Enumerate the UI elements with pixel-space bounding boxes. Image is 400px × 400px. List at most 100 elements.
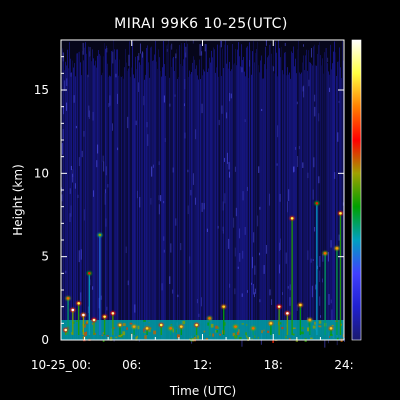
cloud-echo (307, 317, 313, 335)
cloud-echo (178, 324, 184, 335)
boundary-layer-speckle (318, 320, 322, 324)
noise-speckle (342, 202, 344, 206)
cloud-echo (194, 322, 200, 335)
noise-streak (220, 40, 221, 341)
noise-streak (306, 49, 307, 340)
noise-speckle (241, 67, 243, 73)
noise-speckle (334, 172, 336, 179)
noise-speckle (268, 193, 270, 206)
noise-streak (259, 72, 260, 341)
noise-speckle (117, 93, 119, 104)
cloud-echo (297, 302, 303, 335)
noise-streak (340, 67, 341, 340)
noise-speckle (293, 166, 295, 172)
svg-text:5: 5 (41, 250, 49, 264)
noise-streak (250, 50, 251, 341)
noise-streak (248, 77, 249, 340)
noise-speckle (226, 112, 228, 119)
noise-streak (313, 46, 314, 340)
noise-streak (235, 48, 236, 340)
cloud-echo (314, 201, 320, 335)
cloud-echo (102, 314, 108, 335)
noise-speckle (96, 160, 98, 168)
noise-streak (72, 60, 73, 340)
noise-streak (187, 43, 188, 340)
noise-speckle (222, 226, 224, 231)
noise-speckle (192, 173, 194, 185)
noise-speckle (330, 240, 332, 248)
boundary-layer-speckle (215, 329, 217, 333)
boundary-layer-speckle (312, 325, 316, 329)
noise-streak (279, 48, 280, 340)
noise-speckle (92, 111, 94, 121)
boundary-layer-speckle (85, 331, 87, 333)
svg-text:06:: 06: (122, 358, 141, 372)
x-tick: 10-25_00: (31, 40, 91, 372)
noise-speckle (170, 243, 172, 253)
boundary-layer-speckle (102, 332, 106, 334)
noise-streak (103, 56, 104, 340)
boundary-layer-speckle (331, 324, 334, 327)
noise-streak (95, 60, 96, 340)
noise-streak (135, 56, 136, 341)
noise-streak (231, 69, 232, 340)
noise-speckle (61, 143, 63, 155)
x-tick: 24: (334, 40, 354, 372)
noise-streak (198, 79, 199, 340)
noise-streak (229, 61, 230, 341)
noise-streak (272, 65, 273, 341)
noise-streak (77, 53, 78, 340)
noise-speckle (62, 128, 64, 139)
noise-streak (294, 66, 295, 340)
noise-speckle (65, 270, 67, 274)
noise-streak (112, 49, 113, 340)
noise-streak (185, 52, 186, 341)
noise-speckle (254, 288, 256, 294)
noise-speckle (134, 304, 136, 313)
noise-speckle (296, 304, 298, 311)
noise-streak (128, 68, 129, 340)
noise-speckle (135, 120, 137, 126)
noise-streak (84, 47, 85, 341)
noise-speckle (107, 184, 109, 188)
noise-streak (283, 74, 284, 340)
noise-streak (156, 61, 157, 341)
noise-streak (203, 69, 204, 340)
noise-speckle (287, 286, 289, 289)
noise-streak (73, 67, 74, 341)
boundary-layer-speckle (126, 327, 128, 330)
noise-streak (275, 41, 276, 340)
noise-streak (161, 76, 162, 340)
noise-speckle (229, 92, 231, 102)
noise-streak (153, 60, 154, 341)
noise-streak (228, 68, 229, 340)
boundary-layer-speckle (189, 338, 192, 340)
noise-streak (190, 74, 191, 340)
noise-speckle (187, 205, 189, 215)
cloud-echo (328, 326, 334, 335)
noise-speckle (221, 105, 223, 114)
noise-streak (237, 49, 238, 341)
boundary-layer-speckle (193, 335, 195, 338)
noise-speckle (194, 197, 196, 205)
noise-streak (162, 67, 163, 340)
noise-speckle (111, 123, 113, 131)
cloud-echo (322, 251, 328, 335)
noise-streak (330, 44, 331, 341)
boundary-layer-speckle (254, 335, 256, 339)
cloud-echo (91, 317, 97, 335)
noise-speckle (172, 167, 174, 173)
noise-streak (271, 53, 272, 340)
noise-speckle (314, 226, 316, 232)
noise-streak (217, 44, 218, 340)
boundary-layer-speckle (233, 335, 237, 337)
cloud-echo (70, 307, 76, 335)
boundary-layer-speckle (197, 335, 199, 340)
noise-speckle (302, 44, 304, 47)
boundary-layer-speckle (148, 322, 150, 324)
noise-streak (89, 51, 90, 341)
boundary-layer-speckle (193, 339, 196, 342)
boundary-layer-speckle (102, 339, 105, 342)
noise-streak (339, 47, 340, 341)
